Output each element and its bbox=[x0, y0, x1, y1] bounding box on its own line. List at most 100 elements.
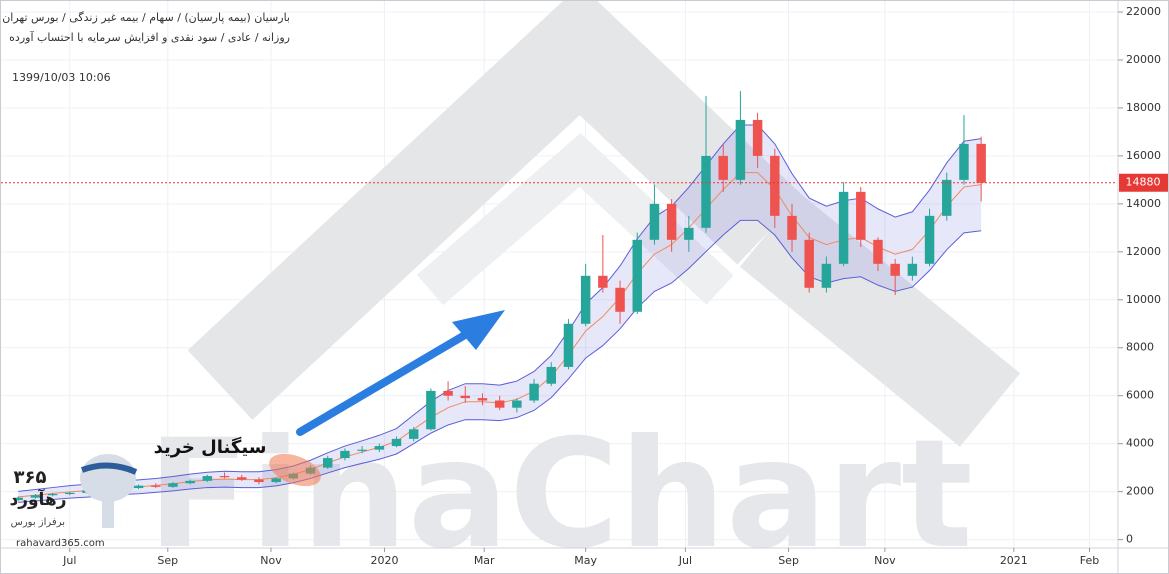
candle-body bbox=[30, 495, 41, 498]
x-tick-label: 2021 bbox=[1000, 554, 1028, 567]
candle-body bbox=[598, 275, 608, 288]
candle-body bbox=[804, 239, 814, 288]
y-tick-label: 4000 bbox=[1126, 437, 1154, 450]
plot bbox=[1, 91, 1117, 503]
x-tick-label: Sep bbox=[157, 554, 178, 567]
x-tick-label: Nov bbox=[260, 554, 282, 567]
timestamp: 1399/10/03 10:06 bbox=[12, 71, 111, 84]
candle-body bbox=[340, 450, 350, 459]
y-tick-label: 22000 bbox=[1126, 5, 1161, 18]
logo-shape bbox=[80, 454, 136, 502]
logo-tagline: برفراز بورس bbox=[11, 517, 65, 528]
candle-body bbox=[357, 449, 367, 451]
candle-body bbox=[752, 119, 763, 156]
y-tick-label: 6000 bbox=[1126, 389, 1154, 402]
candle-body bbox=[219, 476, 230, 478]
candle-body bbox=[924, 215, 935, 264]
candle-body bbox=[443, 390, 453, 396]
candle-body bbox=[133, 485, 144, 489]
candle-body bbox=[322, 458, 333, 468]
candle-body bbox=[770, 155, 780, 216]
candle-body bbox=[735, 119, 746, 180]
candle-body bbox=[408, 429, 419, 439]
candle-body bbox=[632, 239, 642, 312]
candle-body bbox=[202, 476, 213, 481]
candle-body bbox=[168, 483, 178, 487]
candle-body bbox=[374, 446, 385, 450]
x-tick-label: Mar bbox=[474, 554, 495, 567]
candle-body bbox=[959, 143, 969, 180]
logo-number: ۳۶۵ bbox=[14, 467, 47, 488]
y-tick-label: 12000 bbox=[1126, 245, 1161, 258]
settings-line: روزانه / عادی / سود نقدی و افزایش سرمایه… bbox=[9, 30, 290, 44]
candle-body bbox=[666, 203, 677, 240]
candle-body bbox=[494, 400, 505, 408]
candle-body bbox=[838, 191, 849, 264]
candle-body bbox=[701, 155, 711, 228]
last-price-box bbox=[1119, 173, 1168, 192]
x-tick-label: Feb bbox=[1080, 554, 1099, 567]
y-tick-label: 16000 bbox=[1126, 149, 1161, 162]
candle-body bbox=[271, 478, 281, 483]
candle-body bbox=[907, 263, 918, 276]
y-tick-label: 2000 bbox=[1126, 485, 1154, 498]
candle-body bbox=[460, 395, 471, 399]
logo: ۳۶۵ رهآورد برفراز بورس rahavard365.com bbox=[9, 454, 138, 549]
annotation: سیگنال خرید bbox=[154, 436, 267, 458]
logo-name: رهآورد bbox=[9, 488, 66, 510]
y-tick-label: 20000 bbox=[1126, 53, 1161, 66]
candle-body bbox=[13, 497, 23, 501]
y-tick-label: 18000 bbox=[1126, 101, 1161, 114]
candle-body bbox=[821, 263, 832, 288]
x-tick-label: Jul bbox=[62, 554, 76, 567]
signal-highlight bbox=[269, 453, 321, 487]
candle-body bbox=[391, 438, 402, 447]
candle-body bbox=[615, 287, 625, 312]
candle-body bbox=[477, 398, 488, 401]
watermark-roof-inner bbox=[416, 133, 734, 306]
candle-body bbox=[684, 227, 694, 240]
candle-body bbox=[976, 143, 986, 183]
candle-body bbox=[787, 215, 797, 240]
y-tick-label: 0 bbox=[1126, 533, 1133, 546]
x-tick-label: Jul bbox=[678, 554, 692, 567]
band-lower bbox=[18, 219, 982, 503]
band-fill bbox=[18, 124, 982, 503]
candle-body bbox=[718, 155, 728, 180]
arrow bbox=[296, 328, 474, 436]
symbol-title: بارسیان (بیمه پارسیان) / سهام / بیمه غیر… bbox=[2, 11, 290, 24]
y-tick-label: 14000 bbox=[1126, 197, 1161, 210]
candle-body bbox=[580, 275, 591, 324]
candle-body bbox=[856, 191, 866, 240]
candle-body bbox=[649, 203, 660, 240]
candle-body bbox=[254, 479, 264, 483]
candle-body bbox=[512, 400, 522, 408]
candle-body bbox=[237, 477, 247, 480]
watermark-text: FinaChart bbox=[147, 408, 973, 574]
candle-body bbox=[151, 485, 161, 487]
logo-url: rahavard365.com bbox=[16, 538, 105, 549]
candle-body bbox=[65, 492, 75, 495]
band-upper bbox=[18, 124, 982, 492]
x-tick-label: Sep bbox=[778, 554, 799, 567]
candle-body bbox=[563, 323, 574, 367]
logo-shape bbox=[102, 500, 114, 528]
y-tick-label: 10000 bbox=[1126, 293, 1161, 306]
candle-body bbox=[546, 366, 556, 384]
y-tick-label: 8000 bbox=[1126, 341, 1154, 354]
x-tick-label: Nov bbox=[874, 554, 896, 567]
candle-body bbox=[942, 179, 952, 216]
arrow-head bbox=[452, 310, 505, 350]
last-price-label: 14880 bbox=[1126, 176, 1161, 189]
x-tick-label: 2020 bbox=[370, 554, 398, 567]
logo-shape bbox=[80, 462, 138, 475]
candle-body bbox=[873, 239, 883, 264]
axes: 0 2000 4000 6000 8000 10000 12000 14000 16000 180… bbox=[62, 5, 1168, 567]
candle-body bbox=[47, 494, 58, 496]
candle-body bbox=[426, 390, 436, 430]
candle-body bbox=[529, 383, 539, 401]
x-tick-label: May bbox=[574, 554, 597, 567]
candle-body bbox=[890, 263, 900, 276]
candle-body bbox=[185, 480, 195, 484]
